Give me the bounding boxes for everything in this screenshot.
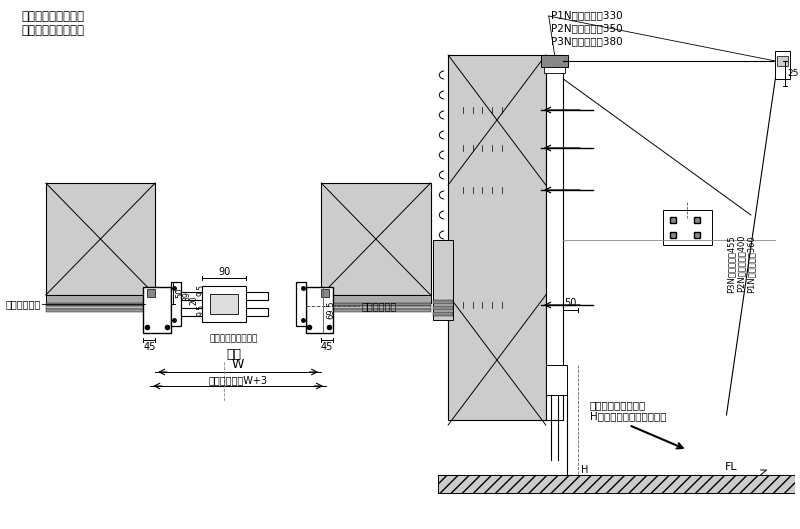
Text: 20: 20 xyxy=(190,295,198,305)
Text: 床からケース下まで
H寸法を測ってください。: 床からケース下まで H寸法を測ってください。 xyxy=(590,400,666,422)
Bar xyxy=(321,289,329,297)
Bar xyxy=(544,67,566,73)
Text: P2Nブラケット400: P2Nブラケット400 xyxy=(737,235,746,293)
Bar xyxy=(296,282,306,326)
Bar xyxy=(321,183,430,295)
Text: 9.5: 9.5 xyxy=(196,284,205,296)
Text: 39: 39 xyxy=(182,291,191,301)
Bar xyxy=(210,294,238,314)
Bar xyxy=(46,183,155,295)
Text: 中柱（連装の場合）: 中柱（連装の場合） xyxy=(210,334,258,343)
Bar xyxy=(143,287,170,333)
Bar xyxy=(546,55,563,420)
Bar xyxy=(663,210,712,245)
Bar xyxy=(147,289,155,297)
Text: 45: 45 xyxy=(321,342,334,352)
Text: H: H xyxy=(581,465,588,475)
Bar xyxy=(181,308,269,316)
Text: 中柱: 中柱 xyxy=(226,348,242,361)
Text: 69.5: 69.5 xyxy=(326,301,335,319)
Bar xyxy=(46,303,155,306)
Text: 45: 45 xyxy=(143,342,155,352)
Bar xyxy=(778,56,788,66)
Bar xyxy=(546,365,567,395)
Bar xyxy=(434,300,453,304)
Bar xyxy=(46,295,155,303)
Bar xyxy=(321,295,430,303)
Bar xyxy=(434,306,453,310)
Text: 9.5: 9.5 xyxy=(196,304,205,316)
Text: P3Nブラケット455: P3Nブラケット455 xyxy=(727,235,736,293)
Bar xyxy=(181,292,269,300)
Text: P2Nブラケット350: P2Nブラケット350 xyxy=(550,23,622,33)
Text: P1Nブラケット360: P1Nブラケット360 xyxy=(746,235,755,293)
Bar xyxy=(321,309,430,312)
Bar xyxy=(775,51,790,79)
Text: FL: FL xyxy=(725,462,738,472)
Text: 50: 50 xyxy=(176,288,185,298)
Text: P3Nブラケット380: P3Nブラケット380 xyxy=(550,36,622,46)
Bar xyxy=(46,309,155,312)
Text: 25: 25 xyxy=(787,68,798,78)
Text: シャッター芯: シャッター芯 xyxy=(362,301,397,311)
Bar xyxy=(434,240,453,320)
Bar xyxy=(170,282,181,326)
Bar xyxy=(321,306,430,309)
Text: ケース　　　：露出: ケース ：露出 xyxy=(22,24,84,37)
Text: ガイドレール: ガイドレール xyxy=(6,299,41,309)
Bar xyxy=(202,286,246,322)
Text: ガイドレール：露出: ガイドレール：露出 xyxy=(22,10,84,23)
Bar xyxy=(438,475,800,493)
Text: 50: 50 xyxy=(565,298,577,308)
Text: 90: 90 xyxy=(218,267,230,277)
Bar xyxy=(321,303,430,306)
Bar xyxy=(306,287,333,333)
Bar xyxy=(448,55,546,420)
Bar xyxy=(541,55,568,67)
Text: P1Nブラケット330: P1Nブラケット330 xyxy=(550,10,622,20)
Bar xyxy=(434,312,453,316)
Bar xyxy=(46,306,155,309)
Text: W: W xyxy=(232,358,244,371)
Text: ケース全長　W+3: ケース全長 W+3 xyxy=(209,375,268,385)
